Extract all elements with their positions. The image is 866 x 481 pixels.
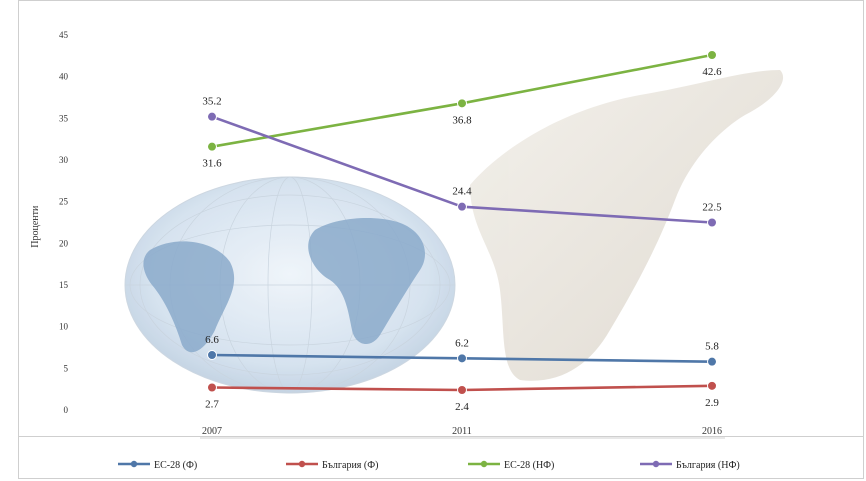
y-tick-label: 5 [64,363,69,373]
legend-swatch-marker [130,460,138,468]
data-point [207,141,217,152]
legend-swatch-marker [298,460,306,468]
y-axis: 0 5 10 15 20 25 30 35 40 45 Проценти [30,30,69,415]
data-point [707,217,717,228]
data-point [457,353,467,364]
legend-swatch-marker [652,460,660,468]
y-tick-label: 15 [59,280,69,290]
data-point [457,385,467,395]
data-point [457,201,467,212]
y-tick-label: 25 [59,197,69,207]
data-point [707,50,717,60]
data-label: 24.4 [452,186,472,198]
data-point [207,111,217,122]
hand-shape [470,70,784,381]
data-label: 22.5 [702,202,722,214]
data-label: 31.6 [202,158,222,170]
data-point [707,356,717,367]
data-label: 35.2 [202,96,221,108]
data-label: 6.6 [205,334,219,346]
x-tick-label: 2007 [202,426,222,437]
legend-entry-label: България (Ф) [322,460,378,471]
continent-africa [308,218,425,345]
data-point [457,98,467,109]
data-point [707,380,717,391]
data-point [207,382,217,393]
continent-america [143,241,235,353]
data-label: 6.2 [455,337,469,349]
y-tick-label: 30 [59,155,69,165]
data-label: 36.8 [452,114,472,126]
y-tick-label: 10 [59,322,69,332]
y-tick-label: 40 [59,72,69,82]
data-label: 42.6 [702,66,722,78]
data-label: 2.9 [705,397,719,409]
y-axis-title: Проценти [30,205,41,248]
legend-entry-label: ЕС-28 (Ф) [154,460,197,471]
legend: ЕС-28 (Ф) България (Ф) ЕС-28 (НФ) България … [118,460,740,471]
data-label: 5.8 [705,341,719,353]
x-tick-label: 2016 [702,426,722,437]
legend-swatch-marker [480,460,488,468]
y-tick-label: 20 [59,238,69,248]
globe-hand-illustration [124,70,784,394]
legend-entry-label: България (НФ) [676,460,740,471]
data-point [207,350,217,360]
y-tick-label: 45 [59,30,69,40]
y-tick-label: 0 [64,405,69,415]
x-tick-label: 2011 [452,426,472,437]
x-axis: 2007 2011 2016 [200,426,725,439]
y-tick-label: 35 [59,113,69,123]
data-label: 2.4 [455,401,469,413]
legend-box [18,436,864,479]
data-label: 2.7 [205,399,219,411]
legend-entry-label: ЕС-28 (НФ) [504,460,554,471]
series-layer: 6.6 6.2 5.8 2.7 2.4 2.9 31.6 36.8 42.6 35.2 24.4 22… [202,50,722,413]
